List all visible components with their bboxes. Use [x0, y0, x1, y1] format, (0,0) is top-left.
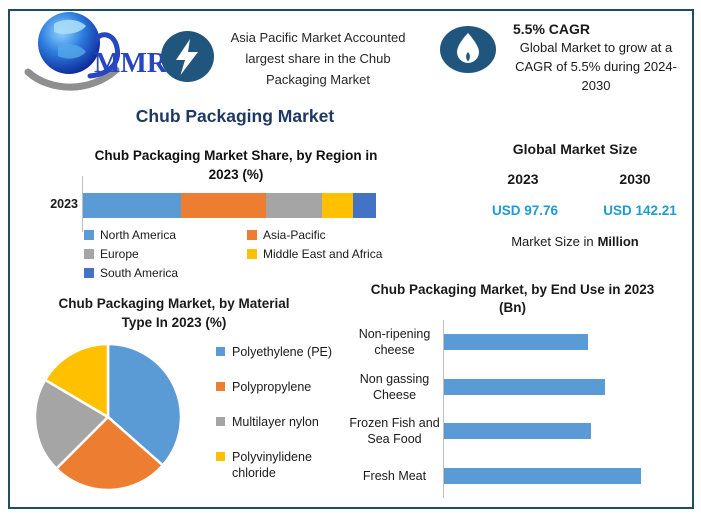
mmr-logo: MMR — [24, 12, 166, 91]
legend-marker-polypropylene — [216, 382, 225, 391]
lightning-bolt-icon — [176, 39, 198, 75]
legend-marker-north-america — [84, 230, 94, 240]
enduse-label: Non gassing Cheese — [359, 371, 430, 402]
legend-marker-multilayer-nylon — [216, 417, 225, 426]
logo-swoosh — [24, 66, 120, 91]
pie-legend-item: Polyethylene (PE) — [216, 344, 348, 360]
region-segment-asia-pacific — [180, 193, 266, 218]
region-legend-item: South America — [84, 266, 247, 280]
enduse-chart-title: Chub Packaging Market, by End Use in 202… — [370, 282, 655, 315]
legend-label: Asia-Pacific — [263, 228, 326, 242]
legend-label: Polyvinylidene chloride — [232, 450, 312, 480]
legend-marker-asia-pacific — [247, 230, 257, 240]
material-pie-legend: Polyethylene (PE) Polypropylene Multilayer… — [216, 344, 348, 500]
pie-legend-item: Polyvinylidene chloride — [216, 449, 348, 481]
logo-orbit-2 — [87, 32, 120, 79]
region-segment-south-america — [352, 193, 376, 218]
lightning-badge — [161, 31, 214, 82]
enduse-bar-area — [443, 320, 676, 365]
enduse-bar-area — [443, 409, 676, 454]
legend-label: Polyethylene (PE) — [232, 345, 333, 359]
enduse-bar-area — [443, 364, 676, 409]
enduse-label: Fresh Meat — [362, 468, 427, 483]
pie-legend-item: Multilayer nylon — [216, 414, 348, 430]
global-market-size-heading: Global Market Size — [512, 141, 638, 157]
cagr-block: 5.5% CAGR Global Market to grow at a CAG… — [506, 21, 686, 95]
legend-marker-polyvinylidene-chloride — [216, 452, 225, 461]
pie-slice-polyvinylidene-chloride — [43, 342, 110, 419]
region-legend-item: Middle East and Africa — [247, 247, 394, 261]
market-size-note-unit: Million — [597, 234, 639, 249]
enduse-label: Non-ripening cheese — [358, 327, 431, 358]
enduse-row-non-ripening-cheese: Non-ripening cheese — [346, 320, 676, 365]
legend-marker-south-america — [84, 268, 94, 278]
legend-label: North America — [100, 228, 177, 242]
pie-slice-polyethylene-pe — [106, 342, 183, 467]
page-title: Chub Packaging Market — [135, 106, 335, 126]
market-size-note-prefix: Market Size in — [511, 234, 594, 249]
legend-marker-polyethylene-pe — [216, 347, 225, 356]
pie-slice-multilayer-nylon — [33, 378, 110, 470]
pie-slice-polypropylene — [55, 415, 165, 492]
region-legend-item: North America — [84, 228, 247, 242]
legend-label: Polypropylene — [232, 380, 312, 394]
region-legend-item: Asia-Pacific — [247, 228, 394, 242]
enduse-bar-chart: Non-ripening cheese Non gassing Cheese Fro… — [346, 320, 676, 498]
enduse-bar-non-gassing-cheese — [444, 378, 606, 395]
globe-continent — [54, 19, 86, 34]
market-size-year-end: 2030 — [619, 171, 651, 187]
enduse-row-fresh-meat: Fresh Meat — [346, 453, 676, 498]
region-chart-ylabel: 2023 — [50, 197, 78, 211]
enduse-bar-frozen-fish-and-sea-food — [444, 423, 592, 440]
legend-marker-middle-east-and-africa — [247, 249, 257, 259]
market-size-value-start: USD 97.76 — [491, 203, 559, 218]
legend-label: Europe — [100, 247, 139, 261]
region-segment-middle-east-and-africa — [321, 193, 353, 218]
legend-label: Middle East and Africa — [263, 247, 383, 261]
pie-legend-item: Polypropylene — [216, 379, 348, 395]
flame-icon-notch — [466, 52, 470, 62]
enduse-row-non-gassing-cheese: Non gassing Cheese — [346, 364, 676, 409]
market-size-note: Market Size in Million — [450, 234, 700, 249]
region-segment-europe — [265, 193, 322, 218]
cagr-text: Global Market to grow at a CAGR of 5.5% … — [515, 40, 677, 93]
market-size-year-start: 2023 — [507, 171, 539, 187]
header-claim: Asia Pacific Market Accounted largest sh… — [230, 30, 406, 87]
flame-badge — [440, 26, 496, 73]
enduse-label: Frozen Fish and Sea Food — [349, 416, 440, 447]
enduse-bar-area — [443, 453, 676, 498]
material-chart-title: Chub Packaging Market, by Material Type … — [58, 296, 290, 330]
cagr-title: 5.5% CAGR — [513, 21, 591, 37]
region-segment-north-america — [83, 193, 181, 218]
legend-marker-europe — [84, 249, 94, 259]
region-chart-axis — [82, 176, 83, 232]
logo-text: MMR — [94, 48, 166, 79]
market-size-value-end: USD 142.21 — [603, 203, 677, 218]
material-pie-chart — [33, 342, 183, 492]
legend-label: South America — [100, 266, 179, 280]
flame-icon — [457, 33, 479, 63]
enduse-bar-fresh-meat — [444, 467, 641, 484]
enduse-row-frozen-fish-and-sea-food: Frozen Fish and Sea Food — [346, 409, 676, 454]
enduse-bar-non-ripening-cheese — [444, 334, 588, 351]
legend-label: Multilayer nylon — [232, 415, 319, 429]
globe-continent — [58, 44, 86, 59]
region-legend-item: Europe — [84, 247, 247, 261]
region-chart-title: Chub Packaging Market Share, by Region i… — [94, 148, 378, 182]
region-stacked-bar — [83, 193, 376, 218]
region-legend: North America Asia-Pacific Europe Middle Ea… — [84, 228, 394, 280]
